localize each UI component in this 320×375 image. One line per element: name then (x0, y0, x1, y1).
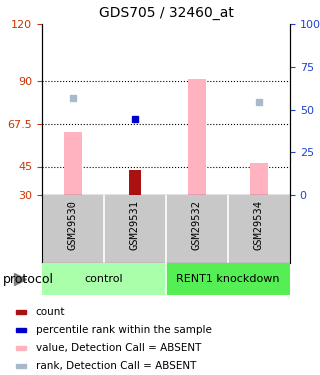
Bar (64, 132, 82, 195)
Text: rank, Detection Call = ABSENT: rank, Detection Call = ABSENT (36, 361, 196, 371)
Bar (42, 263, 166, 295)
Bar (16, 364, 26, 368)
Text: GSM29530: GSM29530 (68, 201, 78, 250)
Text: RENT1 knockdown: RENT1 knockdown (176, 274, 280, 284)
Title: GDS705 / 32460_at: GDS705 / 32460_at (99, 6, 233, 20)
Text: protocol: protocol (3, 273, 54, 285)
Bar (16, 310, 26, 314)
Text: value, Detection Call = ABSENT: value, Detection Call = ABSENT (36, 343, 201, 353)
Text: GSM29534: GSM29534 (254, 201, 264, 250)
Bar (16, 328, 26, 332)
Bar (166, 263, 290, 295)
Bar (188, 79, 206, 195)
Bar (129, 170, 140, 195)
Bar (250, 163, 268, 195)
Text: percentile rank within the sample: percentile rank within the sample (36, 325, 212, 335)
Text: GSM29531: GSM29531 (130, 201, 140, 250)
Text: GSM29532: GSM29532 (192, 201, 202, 250)
Bar (16, 346, 26, 350)
Text: count: count (36, 307, 65, 316)
Text: control: control (85, 274, 123, 284)
